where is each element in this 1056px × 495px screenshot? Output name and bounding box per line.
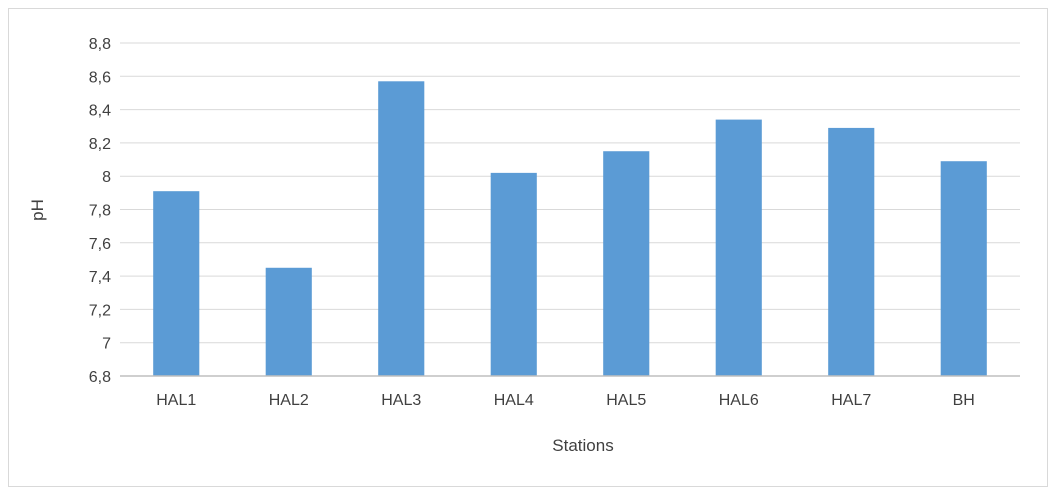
y-axis-title: pH (28, 199, 47, 221)
x-tick-label: BH (953, 392, 975, 409)
y-tick-label: 6,8 (89, 369, 111, 386)
x-tick-label: HAL5 (606, 392, 646, 409)
y-tick-label: 8,2 (89, 136, 111, 153)
x-tick-label: HAL1 (156, 392, 196, 409)
bars (153, 81, 987, 377)
gridlines (120, 42, 1020, 344)
y-tick-label: 7,8 (89, 203, 111, 220)
y-tick-label: 8 (102, 169, 111, 186)
y-tick-label: 8,8 (89, 36, 111, 53)
bar-bh (940, 161, 987, 376)
bar-hal6 (715, 119, 762, 376)
bar-hal7 (828, 127, 875, 376)
bar-hal3 (378, 81, 425, 377)
y-tick-labels: 6,8 7 7,2 7,4 7,6 7,8 8 8,2 8,4 8,6 8,8 (89, 36, 111, 386)
x-tick-labels: HAL1 HAL2 HAL3 HAL4 HAL5 HAL6 HAL7 BH (156, 392, 975, 409)
y-tick-label: 8,4 (89, 103, 111, 120)
bar-hal5 (603, 151, 650, 376)
y-tick-label: 7 (102, 336, 111, 353)
bar-hal4 (490, 172, 537, 376)
y-tick-label: 7,6 (89, 236, 111, 253)
bar-hal2 (265, 267, 312, 376)
y-tick-label: 8,6 (89, 69, 111, 86)
x-axis-title: Stations (552, 436, 613, 455)
x-tick-label: HAL6 (719, 392, 759, 409)
x-tick-label: HAL3 (381, 392, 421, 409)
y-tick-label: 7,4 (89, 269, 111, 286)
x-tick-label: HAL2 (269, 392, 309, 409)
bar-hal1 (153, 191, 200, 376)
x-tick-label: HAL7 (831, 392, 871, 409)
x-tick-label: HAL4 (494, 392, 534, 409)
y-tick-label: 7,2 (89, 302, 111, 319)
